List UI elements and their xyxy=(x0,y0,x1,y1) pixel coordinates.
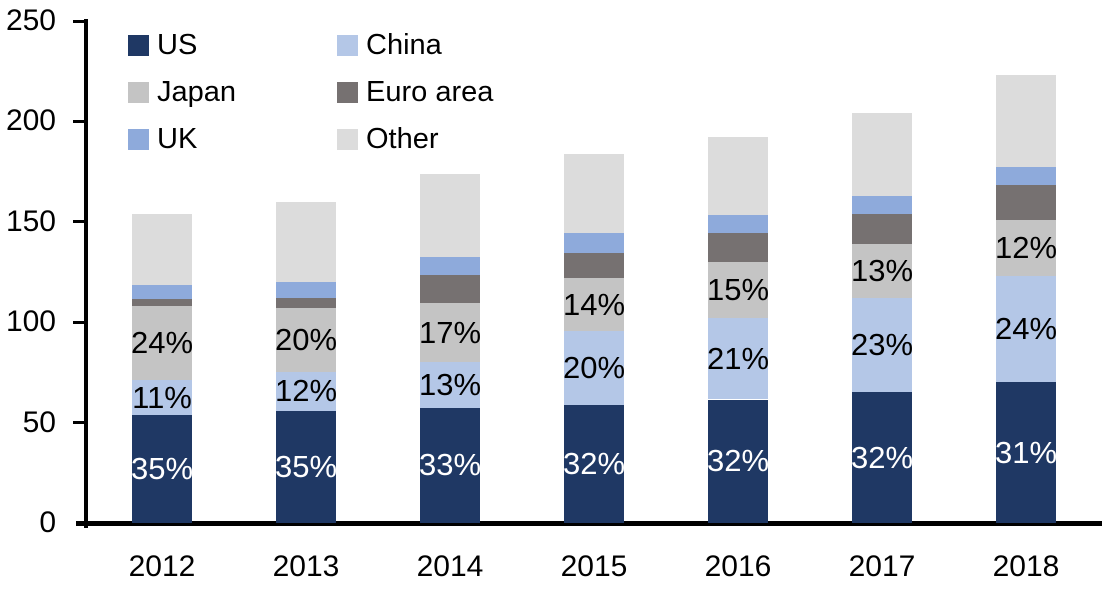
bar-label-japan-2012: 24% xyxy=(130,325,194,361)
y-tick-label-100: 100 xyxy=(5,305,56,339)
bar-segment-us-2015 xyxy=(564,404,624,523)
x-axis-line xyxy=(76,521,1102,526)
bar-segment-uk-2016 xyxy=(708,214,768,233)
y-tick-label-0: 0 xyxy=(39,506,56,539)
legend-label-china: China xyxy=(366,29,442,61)
x-tick-label-2014: 2014 xyxy=(416,550,484,583)
bar-segment-japan-2012 xyxy=(132,306,192,381)
x-tick-label-2018: 2018 xyxy=(992,550,1060,583)
bar-segment-uk-2014 xyxy=(420,256,480,275)
y-tick-50 xyxy=(73,421,84,425)
bar-segment-japan-2014 xyxy=(420,303,480,363)
bar-segment-euro-area-2013 xyxy=(276,298,336,309)
bar-label-japan-2016: 15% xyxy=(706,272,770,308)
bar-segment-us-2014 xyxy=(420,407,480,523)
y-tick-label-50: 50 xyxy=(22,405,56,439)
bar-segment-other-2012 xyxy=(132,213,192,286)
bar-label-japan-2018: 12% xyxy=(994,229,1058,265)
bar-segment-other-2016 xyxy=(708,137,768,215)
legend-swatch-uk xyxy=(128,128,149,150)
y-tick-200 xyxy=(73,119,84,123)
bar-segment-japan-2018 xyxy=(996,219,1056,276)
bar-segment-other-2013 xyxy=(276,201,336,283)
bar-segment-euro-area-2014 xyxy=(420,275,480,304)
bar-label-japan-2015: 14% xyxy=(562,286,626,322)
bar-label-us-2016: 32% xyxy=(706,443,770,479)
bar-segment-china-2012 xyxy=(132,380,192,415)
bar-segment-us-2018 xyxy=(996,382,1056,523)
bar-segment-euro-area-2016 xyxy=(708,232,768,262)
bar-label-us-2012: 35% xyxy=(130,450,194,486)
y-tick-100 xyxy=(73,320,84,324)
bar-segment-uk-2015 xyxy=(564,232,624,253)
bar-label-japan-2017: 13% xyxy=(850,252,914,288)
bar-label-china-2015: 20% xyxy=(562,349,626,385)
bar-label-us-2018: 31% xyxy=(994,434,1058,470)
bar-segment-uk-2017 xyxy=(852,195,912,214)
legend-label-us: US xyxy=(157,29,198,61)
bar-segment-china-2017 xyxy=(852,298,912,393)
bar-segment-euro-area-2017 xyxy=(852,213,912,244)
bar-label-china-2018: 24% xyxy=(994,311,1058,347)
bar-segment-us-2013 xyxy=(276,410,336,523)
legend-label-other: Other xyxy=(366,123,439,155)
bar-label-china-2014: 13% xyxy=(418,366,482,402)
x-tick-label-2016: 2016 xyxy=(704,550,772,583)
bar-segment-china-2013 xyxy=(276,372,336,411)
bar-segment-japan-2016 xyxy=(708,261,768,319)
bar-segment-euro-area-2012 xyxy=(132,299,192,307)
legend-label-euro-area: Euro area xyxy=(366,76,494,108)
bar-segment-china-2015 xyxy=(564,331,624,405)
bar-segment-us-2012 xyxy=(132,414,192,523)
bar-segment-us-2017 xyxy=(852,392,912,523)
x-tick-label-2012: 2012 xyxy=(128,550,196,583)
bar-label-us-2015: 32% xyxy=(562,445,626,481)
y-tick-label-200: 200 xyxy=(5,104,56,138)
bar-segment-other-2018 xyxy=(996,75,1056,167)
y-tick-250 xyxy=(73,19,84,23)
bar-segment-uk-2018 xyxy=(996,166,1056,185)
bar-segment-china-2016 xyxy=(708,318,768,400)
y-axis-line xyxy=(84,19,88,528)
bar-segment-japan-2013 xyxy=(276,308,336,373)
bar-segment-uk-2013 xyxy=(276,282,336,299)
bar-label-china-2016: 21% xyxy=(706,340,770,376)
bar-segment-japan-2017 xyxy=(852,243,912,299)
bar-label-china-2013: 12% xyxy=(274,373,338,409)
bar-segment-china-2014 xyxy=(420,362,480,408)
legend-swatch-other xyxy=(337,128,358,150)
y-tick-label-250: 250 xyxy=(5,4,56,37)
legend-swatch-euro-area xyxy=(337,81,358,103)
bar-segment-uk-2012 xyxy=(132,285,192,300)
y-tick-label-150: 150 xyxy=(5,204,56,238)
bar-segment-euro-area-2015 xyxy=(564,252,624,279)
bar-segment-china-2018 xyxy=(996,276,1056,383)
bar-segment-euro-area-2018 xyxy=(996,184,1056,220)
bar-label-us-2017: 32% xyxy=(850,439,914,475)
bar-label-japan-2013: 20% xyxy=(274,322,338,358)
x-tick-label-2013: 2013 xyxy=(272,550,340,583)
bar-segment-other-2017 xyxy=(852,113,912,196)
bar-label-china-2017: 23% xyxy=(850,327,914,363)
legend-swatch-japan xyxy=(128,81,149,103)
legend-label-uk: UK xyxy=(157,123,198,155)
bar-label-us-2013: 35% xyxy=(274,448,338,484)
bar-label-china-2012: 11% xyxy=(132,379,192,415)
bar-segment-japan-2015 xyxy=(564,278,624,332)
bar-label-japan-2014: 17% xyxy=(418,314,482,350)
bar-segment-other-2014 xyxy=(420,173,480,257)
x-tick-label-2015: 2015 xyxy=(560,550,628,583)
bar-segment-other-2015 xyxy=(564,153,624,233)
legend-label-japan: Japan xyxy=(157,76,237,108)
legend-swatch-china xyxy=(337,34,358,56)
legend-swatch-us xyxy=(128,34,149,56)
bar-label-us-2014: 33% xyxy=(418,447,482,483)
bar-segment-us-2016 xyxy=(708,399,768,523)
y-tick-150 xyxy=(73,220,84,224)
x-tick-label-2017: 2017 xyxy=(848,550,916,583)
